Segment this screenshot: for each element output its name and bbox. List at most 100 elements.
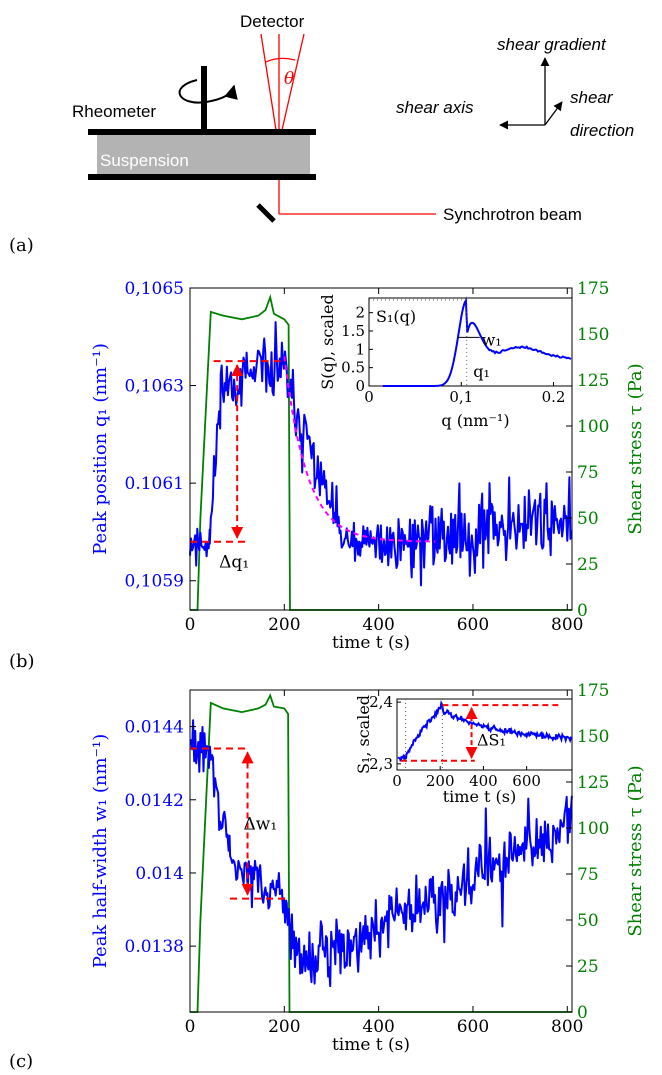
y-tick-label-left: 0.0142 — [125, 791, 184, 811]
y-tick-label-left: 0.1061 — [125, 474, 184, 494]
y-tick-label-right: 125 — [577, 371, 609, 391]
shear-stress-series — [190, 693, 572, 1013]
y-tick-label-right: 25 — [577, 555, 599, 575]
panel-label-a: (a) — [9, 235, 34, 256]
inset-series — [382, 296, 572, 387]
inset-x-label: time t (s) — [443, 787, 516, 806]
x-axis-label: time t (s) — [332, 633, 410, 653]
y-tick-label-right: 0 — [577, 601, 588, 621]
top-plate — [88, 129, 316, 135]
inset-y-label: S₁, scaled — [354, 695, 373, 774]
inset-frame — [368, 297, 573, 387]
inset-x-tick-label: 0 — [392, 772, 402, 790]
x-tick-label: 0 — [185, 1017, 196, 1037]
inset-x-tick-label: 200 — [426, 772, 455, 790]
y-tick-label-left: 0.0138 — [125, 937, 184, 957]
x-tick-label: 400 — [362, 1017, 394, 1037]
inset-y-tick-label: 0.5 — [341, 359, 365, 377]
inset-x-label: q (nm⁻¹) — [441, 411, 509, 430]
theta-arc — [265, 57, 296, 63]
y-tick-label-right: 175 — [577, 681, 609, 701]
y-tick-label-right: 175 — [577, 279, 609, 299]
inset-y-tick-label: 2,3 — [369, 755, 393, 773]
y-tick-label-right: 150 — [577, 727, 609, 747]
y-axis-label-left: Peak half-width w₁ (nm⁻¹) — [90, 734, 111, 969]
mirror — [256, 203, 276, 223]
inset-series — [397, 700, 573, 762]
annotation-label: Δq₁ — [219, 553, 249, 573]
inset-label-s1: S₁(q) — [376, 307, 416, 326]
inset-x-tick-label: 600 — [512, 772, 541, 790]
x-tick-label: 800 — [551, 1017, 583, 1037]
y-tick-label-right: 75 — [577, 865, 599, 885]
inset-x-tick-label: 400 — [469, 772, 498, 790]
inset-chart: ΔS₁ 0 200 400 600 2,3 2,4 time t (s) S₁, scaled — [354, 693, 573, 806]
y-tick-label-right: 50 — [577, 911, 599, 931]
detector-cone-right — [281, 33, 305, 131]
y-axis-label-right: Shear stress τ (Pa) — [625, 363, 646, 534]
y-tick-label-left: 0,1065 — [125, 279, 184, 299]
detector-label: Detector — [240, 12, 305, 31]
shear-direction-label-2: direction — [570, 121, 634, 140]
shear-gradient-label: shear gradient — [497, 35, 607, 54]
x-tick-label: 200 — [268, 615, 300, 635]
detector-cone-left — [260, 33, 277, 131]
y-tick-label-left: 0.0144 — [125, 718, 184, 738]
chart-panel-c: Δw₁ 0 200 400 600 800 time t (s) 0.0138 0.014 0.0… — [9, 681, 646, 1072]
schematic-panel: θ Detector Rheometer Suspension Synchrot… — [9, 12, 634, 256]
inset-x-tick-label: 0.2 — [542, 388, 566, 406]
inset-y-tick-label: 1 — [355, 340, 365, 358]
annotation-label: Δw₁ — [244, 815, 278, 835]
rheometer-shaft — [201, 66, 207, 132]
y-tick-label-right: 150 — [577, 325, 609, 345]
plot-frame — [189, 287, 573, 611]
y-axis-label-right: Shear stress τ (Pa) — [625, 765, 646, 936]
x-axis-label: time t (s) — [332, 1035, 410, 1055]
y-tick-label-right: 75 — [577, 463, 599, 483]
rheometer-label: Rheometer — [72, 102, 156, 121]
rotation-arrow-icon — [178, 79, 238, 104]
suspension-label: Suspension — [100, 151, 189, 170]
x-tick-label: 200 — [268, 1017, 300, 1037]
y-tick-label-right: 125 — [577, 773, 609, 793]
plot-frame — [189, 689, 573, 1013]
inset-y-tick-label: 2 — [355, 304, 365, 322]
inset-x-tick-label: 0 — [364, 388, 374, 406]
beam-label: Synchrotron beam — [443, 205, 582, 224]
y-tick-label-right: 25 — [577, 957, 599, 977]
y-axis-label-left: Peak position q₁ (nm⁻¹) — [90, 343, 111, 555]
x-tick-label: 600 — [457, 615, 489, 635]
primary-series — [189, 321, 573, 587]
inset-y-tick-label: 1.5 — [341, 322, 365, 340]
shear-axis-label: shear axis — [396, 98, 474, 117]
y-tick-label-left: 0,1059 — [125, 572, 184, 592]
panel-label: (c) — [9, 1051, 33, 1072]
inset-label-w1: w₁ — [482, 331, 502, 350]
inset-x-tick-label: 0,1 — [449, 388, 473, 406]
theta-symbol: θ — [284, 69, 294, 89]
x-tick-label: 800 — [551, 615, 583, 635]
shear-stress-series — [190, 293, 572, 611]
inset-y-tick-label: 0 — [355, 377, 365, 395]
panel-label: (b) — [9, 651, 35, 672]
inset-label-q1: q₁ — [473, 362, 490, 381]
x-tick-label: 0 — [185, 615, 196, 635]
inset-y-label: S(q), scaled — [318, 294, 337, 389]
inset-y-tick-label: 2,4 — [369, 693, 393, 711]
x-tick-label: 600 — [457, 1017, 489, 1037]
inset-label-ds1: ΔS₁ — [477, 730, 506, 749]
y-tick-label-left: 0.014 — [135, 864, 184, 884]
bottom-plate — [88, 174, 316, 180]
suspension-layer — [97, 135, 310, 174]
x-tick-label: 400 — [362, 615, 394, 635]
y-tick-label-right: 100 — [577, 417, 609, 437]
y-tick-label-right: 0 — [577, 1003, 588, 1023]
shear-direction-arrow — [544, 101, 563, 126]
y-tick-label-left: 0,1063 — [125, 377, 184, 397]
y-tick-label-right: 100 — [577, 819, 609, 839]
shear-direction-label-1: shear — [570, 88, 614, 107]
y-tick-label-right: 50 — [577, 509, 599, 529]
